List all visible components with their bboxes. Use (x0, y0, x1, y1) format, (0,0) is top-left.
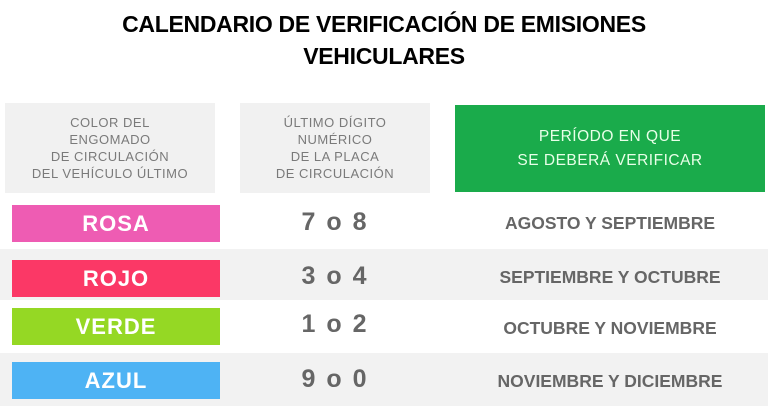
color-chip: ROSA (12, 205, 220, 242)
header-color-line: ENGOMADO (69, 132, 151, 147)
color-chip: ROJO (12, 260, 220, 297)
header-digit-line: ÚLTIMO DÍGITO (283, 115, 387, 130)
table-row: ROSA 7 o 8 AGOSTO Y SEPTIEMBRE (0, 199, 768, 249)
header-digit-line: NUMÉRICO (297, 132, 373, 147)
header-period: PERÍODO EN QUE SE DEBERÁ VERIFICAR (455, 105, 765, 192)
table-row: AZUL 9 o 0 NOVIEMBRE Y DICIEMBRE (0, 353, 768, 406)
verification-period: SEPTIEMBRE Y OCTUBRE (499, 267, 721, 287)
header-color-line: COLOR DEL (70, 115, 150, 130)
plate-digits: 7 o 8 (301, 208, 369, 236)
header-period-line: SE DEBERÁ VERIFICAR (517, 151, 703, 169)
header-digit-line: DE CIRCULACIÓN (275, 166, 395, 181)
header-color-line: DE CIRCULACIÓN (50, 149, 170, 164)
table-row: ROJO 3 o 4 SEPTIEMBRE Y OCTUBRE (0, 249, 768, 300)
page-title: CALENDARIO DE VERIFICACIÓN DE EMISIONES … (0, 8, 768, 72)
plate-digits: 9 o 0 (301, 365, 369, 393)
header-period-line: PERÍODO EN QUE (538, 127, 682, 145)
header-digit-line: DE LA PLACA (290, 149, 380, 164)
verification-period: OCTUBRE Y NOVIEMBRE (503, 318, 717, 338)
plate-digits: 3 o 4 (301, 262, 369, 290)
header-digit: ÚLTIMO DÍGITO NUMÉRICO DE LA PLACA DE CI… (240, 103, 430, 193)
color-chip: AZUL (12, 362, 220, 399)
table-row: VERDE 1 o 2 OCTUBRE Y NOVIEMBRE (0, 300, 768, 350)
title-line-1: CALENDARIO DE VERIFICACIÓN DE EMISIONES (122, 11, 646, 37)
verification-period: AGOSTO Y SEPTIEMBRE (504, 213, 716, 233)
title-line-2: VEHICULARES (303, 43, 465, 69)
color-chip: VERDE (12, 308, 220, 345)
header-color: COLOR DEL ENGOMADO DE CIRCULACIÓN DEL VE… (5, 103, 215, 193)
header-color-line: DEL VEHÍCULO ÚLTIMO (31, 166, 189, 181)
plate-digits: 1 o 2 (301, 310, 369, 338)
verification-period: NOVIEMBRE Y DICIEMBRE (497, 371, 723, 391)
